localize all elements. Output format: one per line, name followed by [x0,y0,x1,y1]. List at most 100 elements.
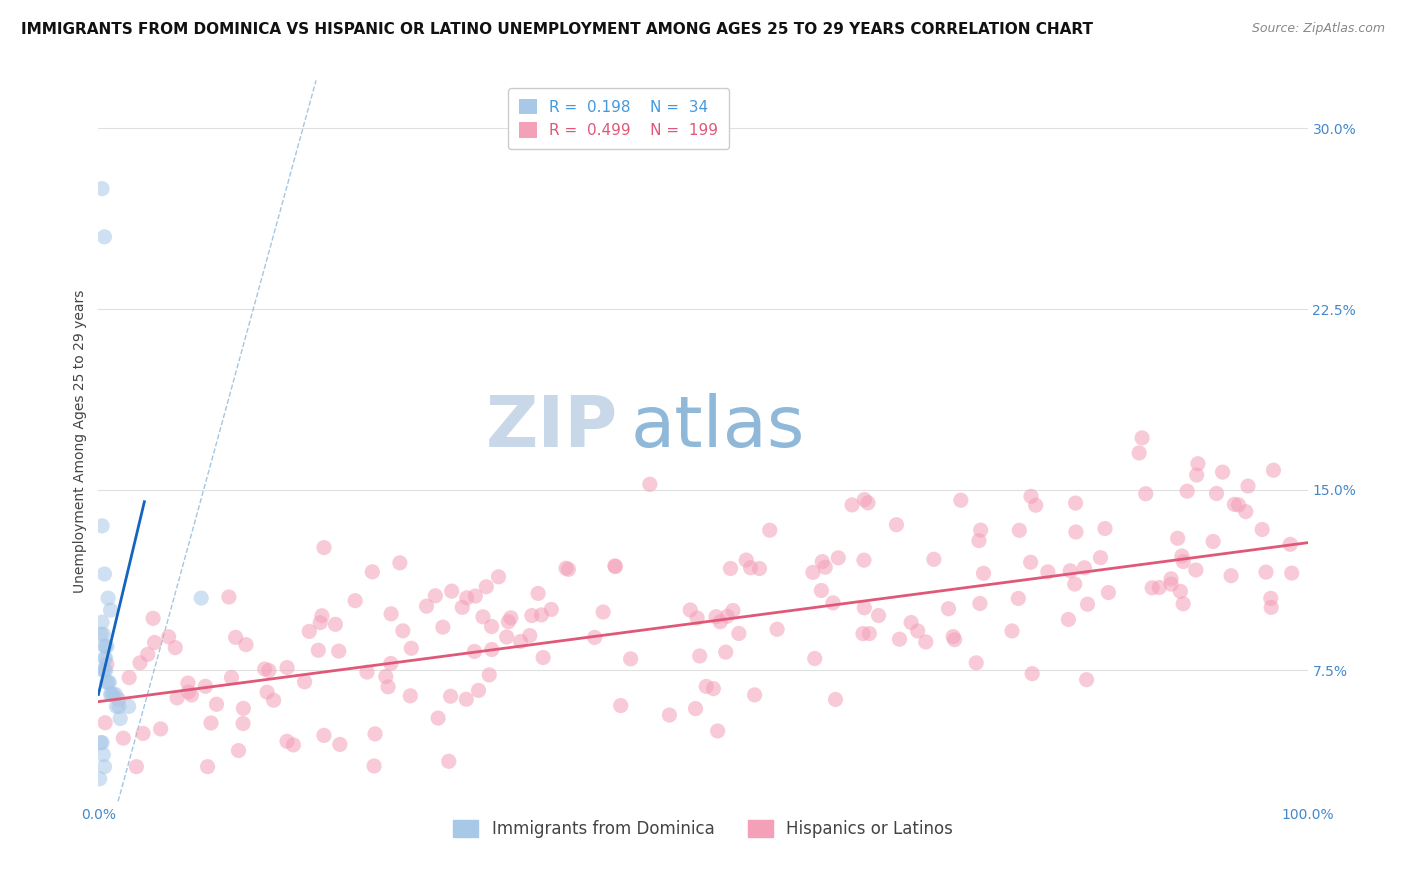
Point [943,632,966,647]
Point [900,615,922,630]
Point [149,722,172,736]
Point [432,620,454,634]
Text: atlas: atlas [630,392,804,461]
Point [256,685,278,699]
Point [527,586,550,600]
Point [451,600,474,615]
Point [177,676,200,690]
Point [1167,531,1189,545]
Point [555,561,578,575]
Point [1135,487,1157,501]
Point [90,735,112,749]
Point [766,622,789,636]
Point [1057,612,1080,626]
Point [704,609,727,624]
Point [143,635,166,649]
Point [1019,555,1042,569]
Legend: Immigrants from Dominica, Hispanics or Latinos: Immigrants from Dominica, Hispanics or L… [447,814,959,845]
Point [520,608,543,623]
Point [801,566,824,580]
Point [1263,463,1285,477]
Point [488,570,510,584]
Point [1025,498,1047,512]
Point [91,182,114,196]
Point [695,680,717,694]
Point [200,716,222,731]
Point [758,523,780,537]
Point [439,690,461,704]
Point [136,648,159,662]
Point [263,693,285,707]
Point [89,772,111,786]
Point [685,701,707,715]
Point [129,656,152,670]
Point [1008,524,1031,538]
Point [180,688,202,702]
Point [965,656,987,670]
Point [1149,581,1171,595]
Point [157,630,180,644]
Point [218,590,240,604]
Point [377,680,399,694]
Point [1140,581,1163,595]
Point [821,596,844,610]
Point [592,605,614,619]
Point [166,690,188,705]
Point [105,699,128,714]
Point [531,650,554,665]
Point [530,607,553,622]
Point [1094,522,1116,536]
Point [1281,566,1303,580]
Point [969,523,991,537]
Point [803,651,825,665]
Point [464,589,486,603]
Point [721,603,744,617]
Point [824,692,846,706]
Point [1260,600,1282,615]
Point [399,689,422,703]
Point [540,602,562,616]
Point [91,735,114,749]
Point [309,615,332,630]
Point [456,591,478,605]
Point [1090,550,1112,565]
Point [228,743,250,757]
Point [94,715,117,730]
Point [388,556,411,570]
Point [311,608,333,623]
Point [1073,561,1095,575]
Point [1063,577,1085,591]
Point [276,734,298,748]
Point [232,716,254,731]
Point [1279,537,1302,551]
Point [257,664,280,678]
Point [852,553,875,567]
Point [841,498,863,512]
Point [942,630,965,644]
Point [856,496,879,510]
Point [686,611,709,625]
Point [94,651,117,665]
Point [90,627,112,641]
Point [744,688,766,702]
Point [97,591,120,606]
Point [1185,468,1208,483]
Point [276,660,298,674]
Point [938,601,960,615]
Text: IMMIGRANTS FROM DOMINICA VS HISPANIC OR LATINO UNEMPLOYMENT AMONG AGES 25 TO 29 : IMMIGRANTS FROM DOMINICA VS HISPANIC OR … [21,22,1092,37]
Point [467,683,489,698]
Point [679,603,702,617]
Point [1171,549,1194,563]
Point [356,665,378,679]
Point [706,723,728,738]
Point [93,230,115,244]
Point [1036,565,1059,579]
Point [714,645,737,659]
Point [1019,489,1042,503]
Point [481,642,503,657]
Point [96,675,118,690]
Point [97,675,120,690]
Point [93,760,115,774]
Point [852,626,875,640]
Point [197,760,219,774]
